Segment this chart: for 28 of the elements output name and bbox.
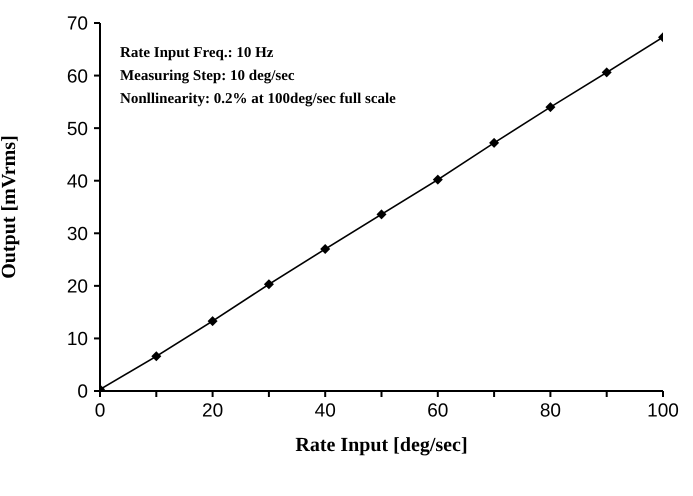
x-tick-label: 0	[94, 400, 106, 422]
x-tick-label: 100	[647, 400, 679, 422]
y-axis-title: Output [mVrms]	[0, 135, 20, 279]
point	[208, 316, 218, 326]
x-tick-label: 60	[427, 400, 448, 422]
y-tick-label: 60	[66, 66, 88, 88]
x-tick-label: 20	[202, 400, 224, 422]
x-axis-title: Rate Input [deg/sec]	[295, 434, 468, 456]
y-tick-label: 70	[66, 14, 88, 35]
y-tick-label: 30	[66, 224, 88, 246]
point	[264, 279, 274, 290]
point	[545, 102, 556, 112]
annotation: Measuring Step: 10 deg/sec	[120, 67, 296, 86]
y-tick-label: 50	[66, 118, 88, 140]
annotation: Nonllinearity: 0.2% at 100deg/sec full scale	[120, 90, 396, 109]
point	[151, 351, 162, 362]
point	[320, 244, 330, 254]
x-tick-label: 40	[314, 400, 336, 422]
point	[432, 174, 443, 185]
y-tick-label: 20	[66, 276, 88, 298]
x-tick-label: 80	[540, 400, 561, 422]
point	[489, 138, 500, 148]
point	[602, 67, 612, 78]
point	[376, 209, 386, 220]
y-tick-label: 40	[66, 171, 88, 192]
y-tick-label: 10	[66, 329, 88, 350]
y-tick-label: 0	[77, 382, 88, 403]
annotation: Rate Input Freq.: 10 Hz	[120, 44, 274, 63]
